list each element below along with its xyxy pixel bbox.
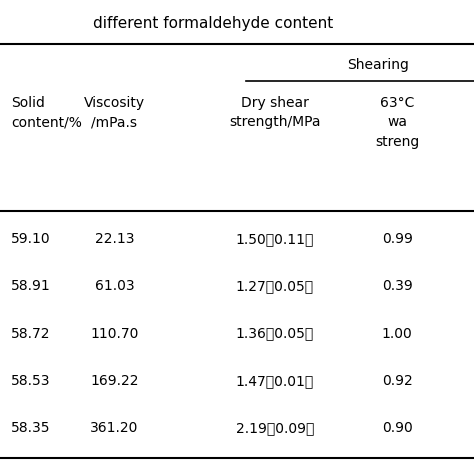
Text: 61.03: 61.03	[95, 280, 134, 293]
Text: 1.47（0.01）: 1.47（0.01）	[236, 374, 314, 388]
Text: 58.53: 58.53	[11, 374, 50, 388]
Text: 58.91: 58.91	[11, 280, 51, 293]
Text: 361.20: 361.20	[90, 421, 139, 435]
Text: 0.39: 0.39	[382, 280, 412, 293]
Text: 2.19（0.09）: 2.19（0.09）	[236, 421, 314, 435]
Text: 169.22: 169.22	[90, 374, 139, 388]
Text: 1.36（0.05）: 1.36（0.05）	[236, 327, 314, 341]
Text: 59.10: 59.10	[11, 232, 50, 246]
Text: Dry shear
strength/MPa: Dry shear strength/MPa	[229, 96, 320, 129]
Text: 63°C
wa
streng: 63°C wa streng	[375, 96, 419, 149]
Text: 110.70: 110.70	[90, 327, 139, 341]
Text: 0.99: 0.99	[382, 232, 413, 246]
Text: different formaldehyde content: different formaldehyde content	[93, 16, 334, 30]
Text: Shearing: Shearing	[347, 58, 410, 72]
Text: 58.35: 58.35	[11, 421, 50, 435]
Text: 1.27（0.05）: 1.27（0.05）	[236, 280, 314, 293]
Text: 1.00: 1.00	[382, 327, 412, 341]
Text: 22.13: 22.13	[95, 232, 134, 246]
Text: 0.92: 0.92	[382, 374, 412, 388]
Text: Solid
content/%: Solid content/%	[11, 96, 82, 129]
Text: 1.50（0.11）: 1.50（0.11）	[236, 232, 314, 246]
Text: 58.72: 58.72	[11, 327, 50, 341]
Text: 0.90: 0.90	[382, 421, 412, 435]
Text: Viscosity
/mPa.s: Viscosity /mPa.s	[84, 96, 145, 129]
